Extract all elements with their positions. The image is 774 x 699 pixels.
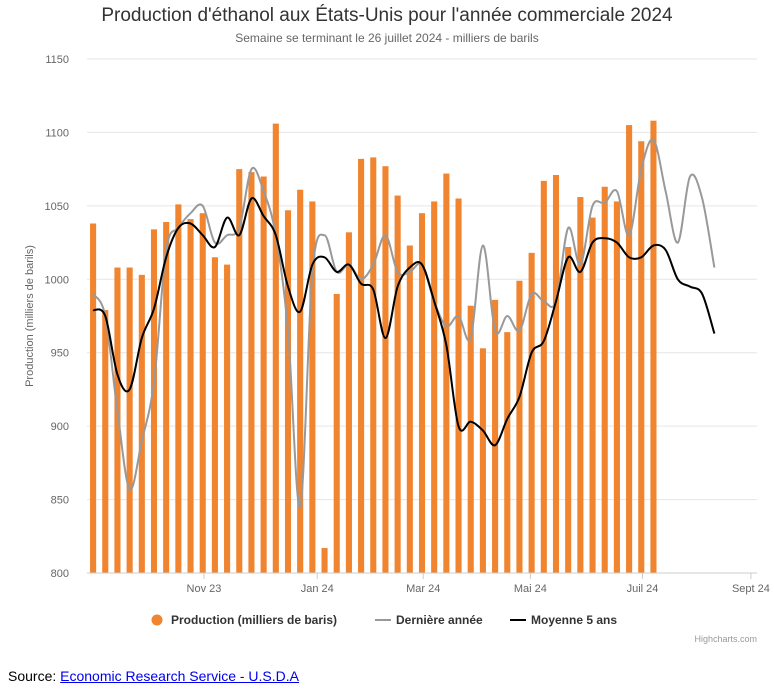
series-line-derniere-annee (92, 138, 716, 508)
series-line-moyenne-5-ans (92, 197, 716, 447)
legend: Production (milliers de baris) Dernière … (151, 613, 617, 627)
production-bar (90, 223, 97, 574)
production-bar (516, 280, 523, 573)
production-bar (528, 252, 535, 573)
x-axis-ticks: Nov 23 Jan 24 Mar 24 Mai 24 Juil 24 Sept 24 (187, 573, 770, 595)
production-bar (260, 176, 267, 573)
production-bar (650, 120, 657, 574)
x-tick-label: Jan 24 (301, 583, 334, 595)
y-tick-label: 800 (51, 568, 69, 580)
production-bar (552, 175, 560, 573)
chart-title: Production d'éthanol aux États-Unis pour… (101, 5, 673, 26)
production-bar (224, 264, 231, 573)
production-bar (333, 293, 340, 573)
legend-label-derniere-annee: Dernière année (396, 613, 483, 627)
legend-label-moyenne-5-ans: Moyenne 5 ans (531, 613, 617, 627)
x-tick-label: Juil 24 (627, 583, 659, 595)
production-bar (138, 274, 145, 573)
production-bar (626, 125, 633, 573)
production-bar (638, 141, 645, 574)
production-bar (199, 213, 206, 573)
production-bar (321, 548, 328, 573)
x-tick-label: Nov 23 (187, 583, 222, 595)
production-bar (297, 189, 304, 573)
y-tick-label: 1150 (45, 54, 69, 66)
production-bar (601, 186, 608, 573)
production-bar (492, 299, 499, 573)
production-bar (309, 201, 316, 574)
legend-label-production: Production (milliers de baris) (171, 613, 337, 627)
y-tick-label: 1050 (45, 201, 69, 213)
chart-subtitle: Semaine se terminant le 26 juillet 2024 … (235, 31, 538, 45)
production-bar (345, 232, 352, 573)
y-tick-label: 950 (51, 348, 69, 360)
x-tick-label: Mai 24 (514, 583, 547, 595)
production-bar (589, 217, 596, 573)
y-axis-title: Production (milliers de barils) (24, 245, 36, 387)
x-tick-label: Sept 24 (732, 583, 770, 595)
legend-item-moyenne-5-ans[interactable]: Moyenne 5 ans (510, 613, 617, 627)
production-bar (577, 197, 584, 573)
production-bar (467, 305, 474, 573)
production-bar (102, 310, 109, 573)
production-bar (382, 166, 389, 573)
production-bar (455, 198, 462, 573)
highcharts-credits[interactable]: Highcharts.com (694, 634, 757, 644)
production-bar (236, 169, 243, 573)
x-tick-label: Mar 24 (406, 583, 440, 595)
production-bar (406, 245, 413, 573)
production-bar (431, 201, 438, 574)
production-bar (540, 180, 547, 574)
legend-symbol-production (151, 614, 163, 626)
legend-item-derniere-annee[interactable]: Dernière année (375, 613, 483, 627)
production-bars (90, 120, 657, 574)
chart: Production d'éthanol aux États-Unis pour… (24, 5, 770, 644)
production-bar (418, 213, 426, 573)
production-bar (504, 332, 511, 573)
production-bar (370, 157, 377, 573)
y-tick-label: 900 (51, 421, 69, 433)
production-bar (187, 219, 194, 573)
production-bar (613, 201, 620, 574)
production-bar (211, 257, 218, 573)
source-link[interactable]: Economic Research Service - U.S.D.A (60, 668, 299, 684)
production-bar (358, 158, 365, 573)
production-bar (150, 229, 158, 573)
y-tick-label: 1000 (45, 274, 69, 286)
production-bar (175, 204, 182, 574)
y-tick-label: 850 (51, 495, 69, 507)
legend-item-production[interactable]: Production (milliers de baris) (151, 613, 338, 627)
production-bar (163, 222, 170, 574)
production-bar (248, 172, 255, 573)
production-bar (272, 123, 279, 574)
production-bar (394, 195, 401, 573)
production-bar (565, 246, 572, 573)
y-axis-ticks: 800 850 900 950 1000 1050 1100 1150 (45, 54, 69, 580)
source-line: Source: Economic Research Service - U.S.… (8, 668, 299, 684)
production-bar (114, 267, 121, 573)
production-bar (443, 173, 450, 573)
y-tick-label: 1100 (45, 127, 69, 139)
production-bar (284, 210, 292, 573)
source-prefix: Source: (8, 668, 61, 684)
production-bar (479, 348, 486, 573)
production-bar (126, 267, 133, 573)
